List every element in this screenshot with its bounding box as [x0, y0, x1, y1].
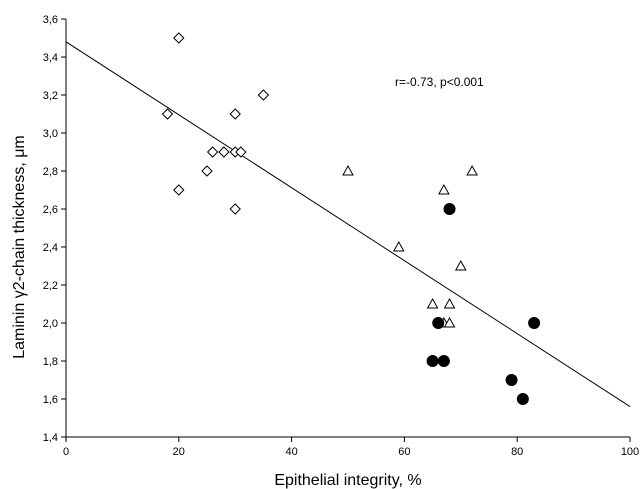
- y-tick-label: 3,2: [43, 90, 58, 102]
- diamond-point: [235, 146, 247, 158]
- x-tick-label: 100: [621, 446, 639, 458]
- y-tick-label: 1,6: [43, 394, 58, 406]
- circle-point: [516, 393, 529, 405]
- y-tick-label: 3,0: [43, 128, 58, 140]
- y-axis-ticks: 1,4 1,6 1,8 2,0 2,2 2,4 2,6 2,8 3,0 3,2 3,4 3,6: [43, 14, 66, 444]
- circle-point: [426, 355, 439, 367]
- triangle-point: [426, 297, 439, 309]
- triangle-point: [454, 259, 467, 271]
- y-tick-label: 1,8: [43, 356, 58, 368]
- diamond-point: [161, 108, 174, 120]
- circle-point: [432, 317, 445, 329]
- data-points: [161, 32, 541, 405]
- x-tick-label: 40: [285, 446, 297, 458]
- x-tick-label: 0: [63, 446, 69, 458]
- triangle-point: [466, 164, 478, 176]
- plot-area: 0 20 40 60 80 100 1,4 1,6 1,8 2,0 2,2 2,4 2,6 2,8 3,0…: [43, 14, 639, 458]
- y-tick-label: 2,0: [43, 318, 58, 330]
- triangle-point: [438, 183, 450, 195]
- triangle-point: [342, 164, 354, 176]
- regression-line: [65, 41, 631, 408]
- y-tick-label: 3,6: [43, 14, 58, 26]
- y-tick-label: 2,6: [43, 204, 58, 216]
- y-axis-title: Laminin γ2-chain thickness, μm: [11, 135, 28, 359]
- circle-point: [505, 374, 518, 386]
- x-tick-label: 80: [511, 446, 523, 458]
- y-tick-label: 2,2: [43, 280, 58, 292]
- y-tick-label: 1,4: [43, 432, 58, 444]
- circle-point: [528, 317, 541, 329]
- triangle-point: [392, 240, 405, 252]
- circle-point: [437, 355, 450, 367]
- diamond-point: [206, 146, 219, 158]
- x-tick-label: 20: [173, 446, 185, 458]
- y-tick-label: 2,4: [43, 242, 58, 254]
- diamond-point: [173, 184, 185, 196]
- diamond-point: [218, 146, 230, 158]
- y-tick-label: 2,8: [43, 166, 58, 178]
- y-tick-label: 3,4: [43, 52, 58, 64]
- triangle-point: [443, 297, 456, 309]
- x-tick-label: 60: [398, 446, 410, 458]
- correlation-annotation: r=-0.73, p<0.001: [395, 75, 484, 89]
- circle-point: [443, 203, 456, 215]
- diamond-point: [257, 89, 270, 101]
- x-axis-ticks: 0 20 40 60 80 100: [63, 437, 639, 458]
- diamond-point: [229, 108, 241, 120]
- diamond-point: [173, 32, 185, 44]
- diamond-point: [201, 165, 213, 177]
- triangle-point: [443, 316, 456, 328]
- diamond-point: [229, 203, 241, 215]
- x-axis-title: Epithelial integrity, %: [274, 472, 421, 489]
